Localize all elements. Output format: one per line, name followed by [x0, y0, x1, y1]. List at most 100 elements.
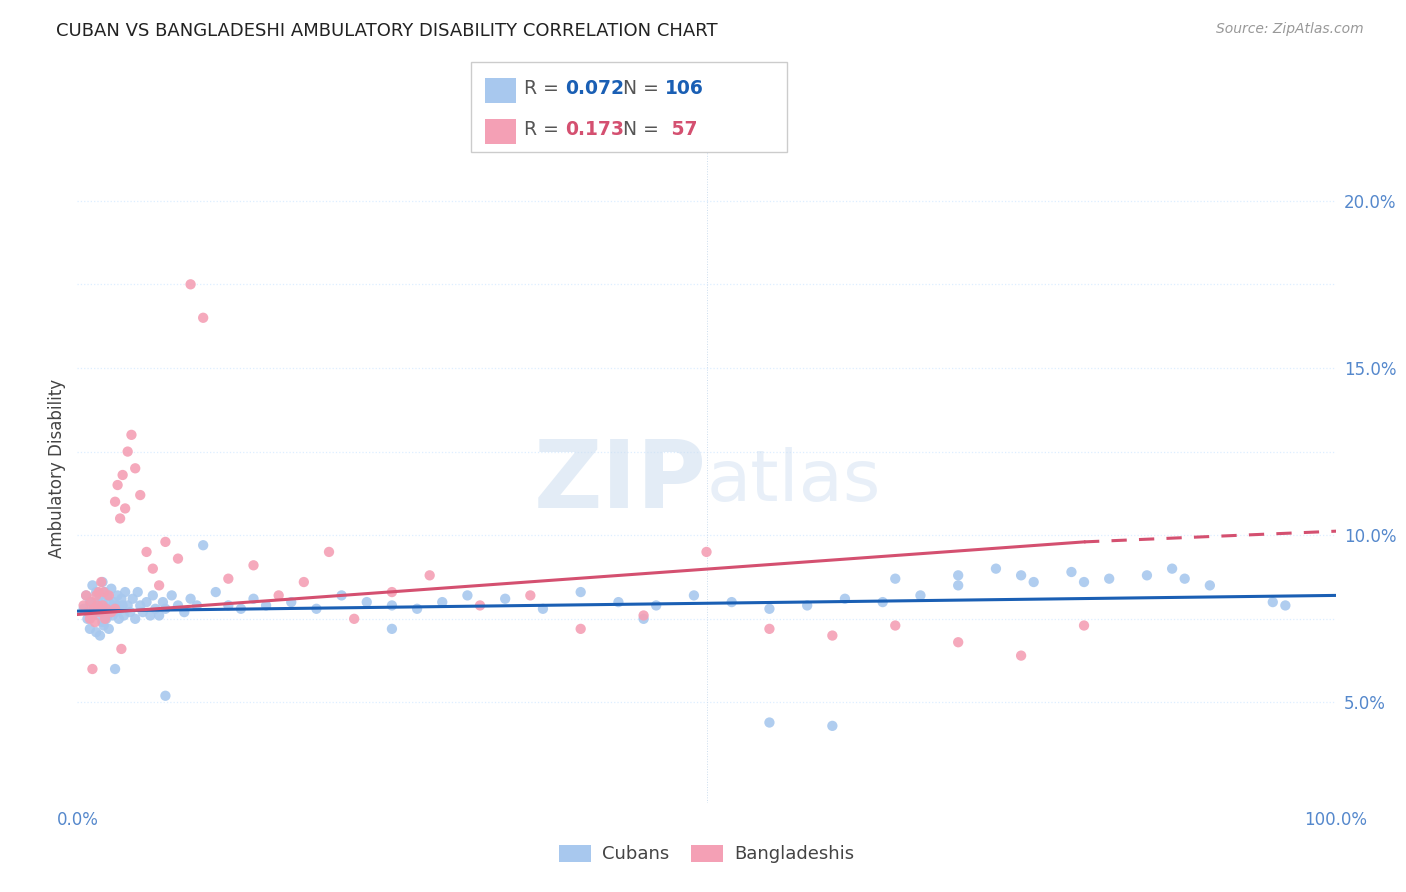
Text: R =: R =: [524, 78, 565, 98]
Point: [432, 595, 454, 609]
Point: [100, 582, 122, 596]
Point: [191, 310, 215, 325]
Point: [105, 599, 128, 613]
Point: [72, 602, 94, 616]
Point: [180, 277, 202, 292]
Point: [120, 428, 142, 442]
Point: [1073, 618, 1095, 632]
Point: [1261, 595, 1284, 609]
Point: [318, 545, 340, 559]
Point: [419, 568, 441, 582]
Point: [305, 602, 328, 616]
Point: [948, 568, 970, 582]
Point: [104, 605, 127, 619]
Text: 57: 57: [665, 120, 697, 139]
Legend: Cubans, Bangladeshis: Cubans, Bangladeshis: [551, 838, 862, 871]
Point: [139, 608, 162, 623]
Point: [110, 591, 132, 606]
Point: [242, 558, 264, 573]
Point: [381, 585, 404, 599]
Point: [204, 585, 226, 599]
Point: [112, 608, 135, 623]
Text: 106: 106: [665, 78, 704, 98]
Point: [96, 612, 118, 626]
Point: [267, 589, 290, 603]
Point: [796, 599, 818, 613]
Point: [155, 689, 177, 703]
Point: [135, 595, 157, 609]
Point: [82, 608, 104, 623]
Point: [569, 585, 592, 599]
Text: ZIP: ZIP: [534, 435, 707, 528]
Point: [94, 605, 117, 619]
Point: [468, 599, 491, 613]
Point: [90, 602, 112, 616]
Point: [124, 612, 146, 626]
Point: [86, 599, 108, 613]
Point: [107, 478, 129, 492]
Point: [87, 585, 110, 599]
Point: [456, 589, 478, 603]
Point: [96, 602, 118, 616]
Point: [90, 575, 112, 590]
Point: [758, 622, 780, 636]
Point: [84, 605, 107, 619]
Point: [91, 595, 114, 609]
Point: [97, 622, 120, 636]
Point: [87, 608, 110, 623]
Point: [155, 602, 177, 616]
Point: [142, 562, 165, 576]
Point: [821, 719, 844, 733]
Text: atlas: atlas: [707, 447, 882, 516]
Point: [91, 599, 114, 613]
Point: [89, 605, 111, 619]
Point: [93, 585, 115, 599]
Point: [152, 595, 174, 609]
Text: 0.072: 0.072: [565, 78, 624, 98]
Point: [1174, 572, 1197, 586]
Point: [519, 589, 541, 603]
Point: [167, 599, 190, 613]
Point: [1010, 648, 1032, 663]
Point: [93, 618, 115, 632]
Point: [142, 589, 165, 603]
Point: [117, 444, 139, 458]
Point: [155, 535, 177, 549]
Point: [129, 599, 152, 613]
Point: [77, 605, 100, 619]
Point: [821, 628, 844, 642]
Point: [93, 599, 115, 613]
Point: [1098, 572, 1121, 586]
Point: [645, 599, 668, 613]
Point: [127, 585, 149, 599]
Point: [720, 595, 742, 609]
Point: [79, 595, 101, 609]
Point: [167, 551, 190, 566]
Point: [89, 628, 111, 642]
Point: [79, 612, 101, 626]
Point: [217, 572, 239, 586]
Point: [148, 578, 170, 592]
Text: N =: N =: [623, 120, 665, 139]
Point: [82, 578, 104, 592]
Point: [96, 589, 118, 603]
Point: [884, 618, 907, 632]
Point: [91, 575, 114, 590]
Y-axis label: Ambulatory Disability: Ambulatory Disability: [48, 379, 66, 558]
Point: [1274, 599, 1296, 613]
Point: [98, 602, 121, 616]
Point: [143, 602, 166, 616]
Text: N =: N =: [623, 78, 665, 98]
Point: [107, 589, 129, 603]
Point: [75, 589, 97, 603]
Point: [94, 585, 117, 599]
Point: [111, 599, 134, 613]
Point: [104, 494, 127, 508]
Point: [633, 612, 655, 626]
Point: [96, 608, 118, 623]
Text: 0.173: 0.173: [565, 120, 624, 139]
Point: [948, 635, 970, 649]
Point: [569, 622, 592, 636]
Point: [124, 461, 146, 475]
Point: [148, 608, 170, 623]
